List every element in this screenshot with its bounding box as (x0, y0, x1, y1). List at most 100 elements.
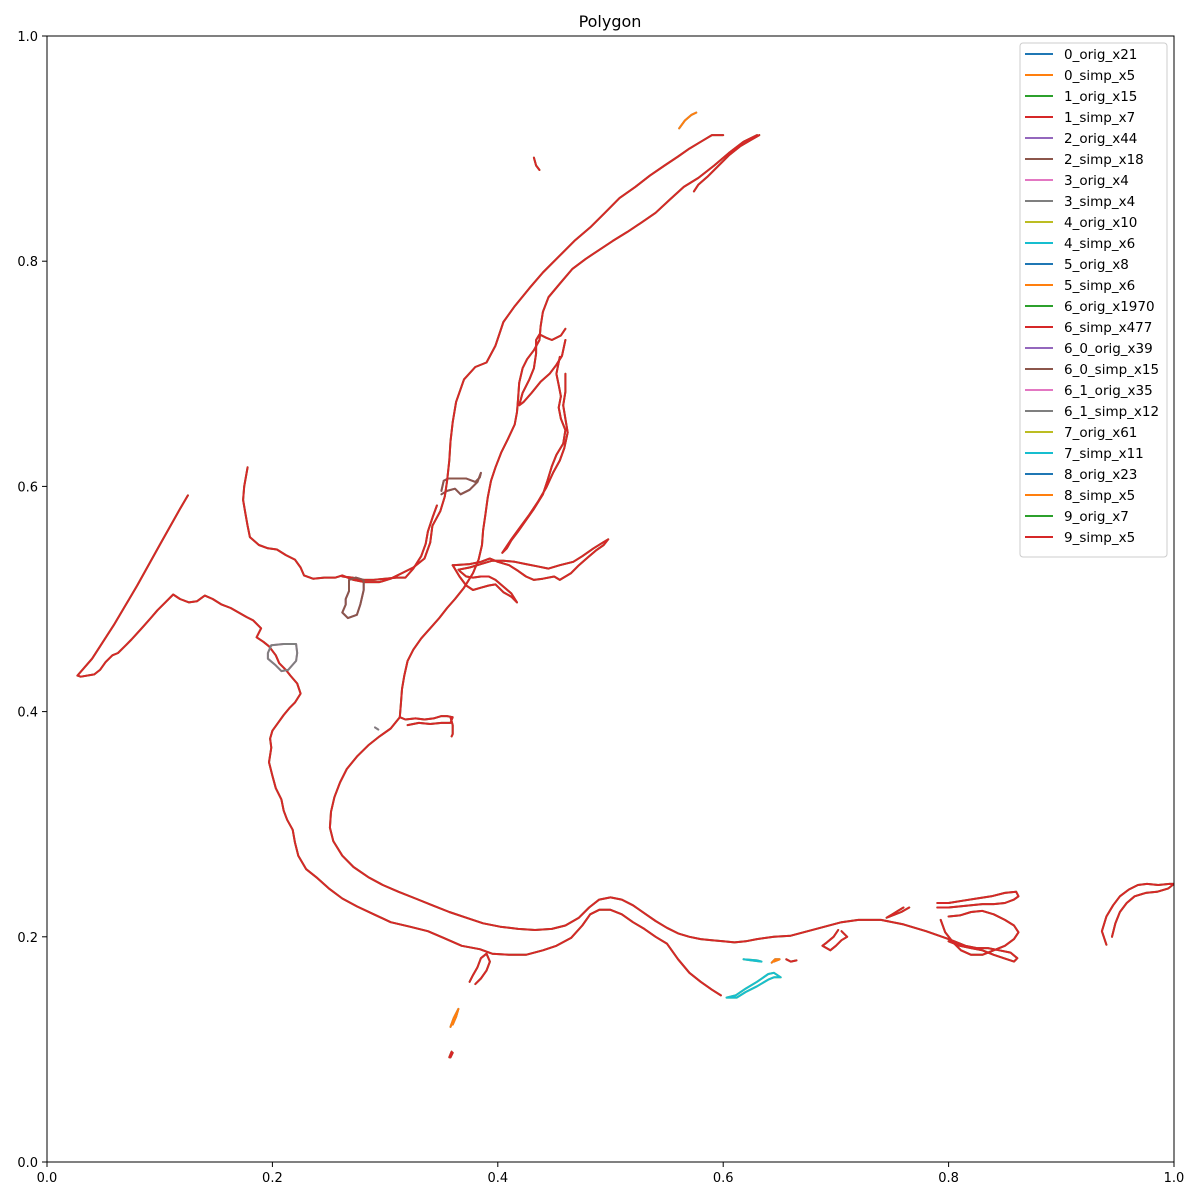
series-6_1_simp_x12 (266, 643, 299, 673)
series-3_simp_x4 (374, 726, 380, 731)
series-1_simp_x7 (532, 156, 541, 171)
legend-item: 2_simp_x18 (1025, 152, 1144, 168)
plot-frame (46, 35, 1175, 1163)
series-line-6_simp_x477-4 (936, 890, 1020, 909)
x-tick-label: 0.0 (37, 1171, 58, 1186)
series-line-9_simp_x5-0 (448, 1050, 453, 1059)
legend-item: 8_simp_x5 (1025, 488, 1135, 504)
legend-label: 8_simp_x5 (1064, 488, 1135, 504)
legend-label: 6_0_orig_x39 (1064, 341, 1153, 357)
legend-label: 8_orig_x23 (1064, 467, 1137, 483)
series-line-6_simp_x477-1 (242, 134, 725, 584)
legend-label: 2_simp_x18 (1064, 152, 1144, 168)
legend-item: 4_orig_x10 (1025, 215, 1137, 231)
series-line-6_simp_x477-14 (885, 906, 911, 919)
series-8_simp_x5 (449, 1007, 460, 1028)
series-line-6_simp_x477-15 (1100, 882, 1174, 946)
legend-item: 1_orig_x15 (1025, 89, 1137, 105)
x-tick-label: 0.4 (487, 1171, 508, 1186)
y-tick-label: 0.6 (17, 480, 38, 495)
legend-item: 0_orig_x21 (1025, 47, 1137, 63)
legend-label: 6_1_orig_x35 (1064, 383, 1153, 399)
legend-item: 6_orig_x1970 (1025, 299, 1155, 315)
y-tick-label: 1.0 (17, 30, 38, 45)
series-line-6_simp_x477-13 (821, 929, 849, 952)
legend-label: 1_orig_x15 (1064, 89, 1137, 105)
series-line-8_simp_x5-0 (449, 1007, 460, 1028)
legend-label: 1_simp_x7 (1064, 110, 1135, 126)
series-line-7_simp_x11-0 (725, 971, 782, 999)
series-line-6_simp_x477-10 (398, 715, 454, 727)
series-6_0_simp_x15 (341, 576, 365, 620)
legend-item: 2_orig_x44 (1025, 131, 1137, 147)
axes: 0.0 0.2 0.4 0.6 0.8 1.0 0.0 0.2 0.4 0.6 0.8 1.0 (17, 30, 1184, 1186)
series-line-4_simp_x6-0 (742, 958, 763, 963)
series-0_simp_x5 (678, 111, 698, 130)
legend-label: 6_1_simp_x12 (1064, 404, 1159, 420)
legend: 0_orig_x21 0_simp_x5 1_orig_x15 1_simp_x7 2_… (1019, 42, 1168, 558)
y-tick-label: 0.2 (17, 931, 38, 946)
series-line-6_simp_x477-18 (785, 958, 798, 963)
legend-label: 7_orig_x61 (1064, 425, 1137, 441)
y-tick-label: 0.0 (17, 1156, 38, 1171)
series-line-3_simp_x4-0 (374, 726, 380, 731)
legend-label: 4_simp_x6 (1064, 236, 1135, 252)
legend-label: 0_simp_x5 (1064, 68, 1135, 84)
series-line-6_simp_x477-7 (451, 564, 518, 604)
legend-label: 3_simp_x4 (1064, 194, 1135, 210)
legend-label: 6_orig_x1970 (1064, 299, 1155, 315)
legend-label: 3_orig_x4 (1064, 173, 1129, 189)
legend-item: 3_simp_x4 (1025, 194, 1135, 210)
y-tick-label: 0.8 (17, 255, 38, 270)
x-tick-label: 0.2 (262, 1171, 283, 1186)
chart-title: Polygon (579, 12, 642, 31)
legend-label: 5_simp_x6 (1064, 278, 1135, 294)
legend-item: 6_0_simp_x15 (1025, 362, 1159, 378)
plot-area (76, 111, 1174, 1059)
legend-item: 6_simp_x477 (1025, 320, 1152, 336)
x-tick-label: 1.0 (1164, 1171, 1185, 1186)
series-line-5_simp_x6-0 (770, 958, 781, 964)
legend-label: 4_orig_x10 (1064, 215, 1137, 231)
series-line-1_simp_x7-0 (532, 156, 541, 171)
legend-item: 8_orig_x23 (1025, 467, 1137, 483)
legend-item: 1_simp_x7 (1025, 110, 1135, 126)
legend-label: 6_0_simp_x15 (1064, 362, 1159, 378)
series-line-6_simp_x477-12 (468, 952, 491, 986)
series-line-6_0_simp_x15-0 (341, 576, 365, 620)
legend-item: 6_1_simp_x12 (1025, 404, 1159, 420)
series-line-6_simp_x477-9 (501, 355, 569, 554)
x-tick-label: 0.6 (713, 1171, 734, 1186)
series-line-6_simp_x477-16 (449, 1051, 454, 1059)
series-line-0_simp_x5-0 (678, 111, 698, 130)
series-4_simp_x6 (742, 958, 763, 963)
series-line-6_1_simp_x12-0 (266, 643, 299, 673)
legend-item: 5_orig_x8 (1025, 257, 1129, 273)
legend-item: 7_orig_x61 (1025, 425, 1137, 441)
legend-label: 9_simp_x5 (1064, 530, 1135, 546)
legend-item: 9_orig_x7 (1025, 509, 1129, 525)
legend-label: 2_orig_x44 (1064, 131, 1137, 147)
y-tick-label: 0.4 (17, 706, 38, 721)
legend-item: 5_simp_x6 (1025, 278, 1135, 294)
series-line-6_simp_x477-17 (692, 134, 761, 193)
legend-item: 6_1_orig_x35 (1025, 383, 1153, 399)
x-tick-label: 0.8 (938, 1171, 959, 1186)
legend-item: 9_simp_x5 (1025, 530, 1135, 546)
series-line-6_simp_x477-8 (518, 327, 567, 407)
legend-label: 6_simp_x477 (1064, 320, 1152, 336)
series-7_simp_x11 (725, 971, 782, 999)
series-line-6_simp_x477-0 (76, 494, 722, 997)
legend-item: 0_simp_x5 (1025, 68, 1135, 84)
legend-box (1019, 42, 1168, 558)
legend-item: 4_simp_x6 (1025, 236, 1135, 252)
legend-item: 7_simp_x11 (1025, 446, 1144, 462)
legend-label: 9_orig_x7 (1064, 509, 1129, 525)
series-6_simp_x477 (76, 134, 1174, 1059)
series-5_simp_x6 (770, 958, 781, 964)
legend-item: 3_orig_x4 (1025, 173, 1129, 189)
series-9_simp_x5 (448, 1050, 453, 1059)
series-line-6_simp_x477-11 (449, 716, 454, 738)
legend-item: 6_0_orig_x39 (1025, 341, 1153, 357)
